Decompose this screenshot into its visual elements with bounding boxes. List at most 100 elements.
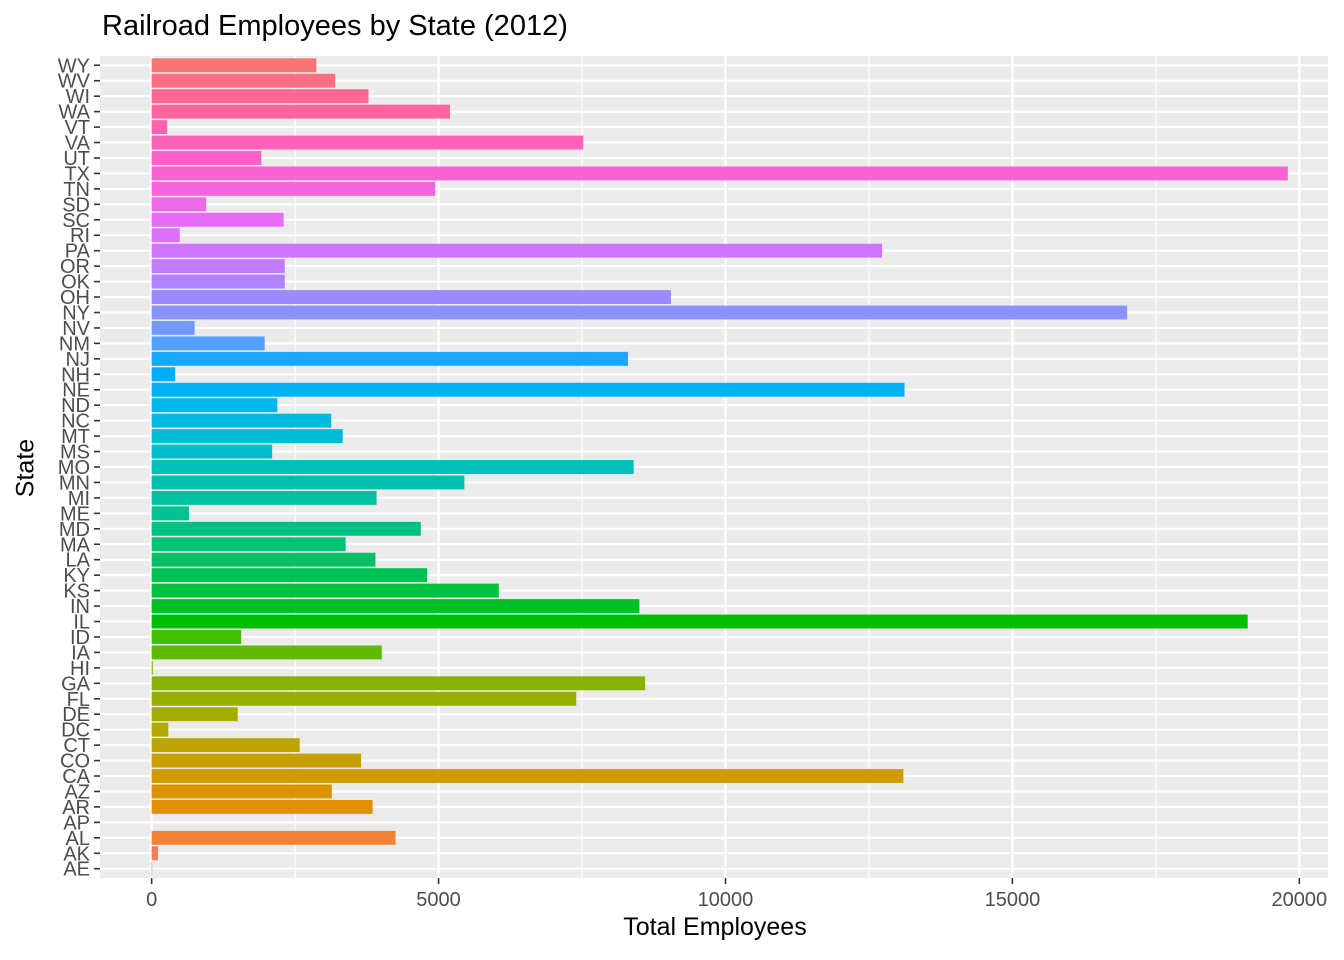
bar-nc [151, 413, 332, 428]
y-tick-label-il: IL [73, 612, 90, 634]
y-tick-label-ak: AK [63, 843, 90, 865]
bar-va [151, 135, 584, 150]
y-tick-label-nv: NV [62, 318, 90, 340]
bar-mi [151, 490, 377, 505]
bar-wa [151, 104, 451, 119]
y-tick-label-oh: OH [60, 287, 90, 309]
y-tick-label-nj: NJ [66, 349, 90, 371]
y-tick-label-sc: SC [62, 210, 90, 232]
y-tick-label-hi: HI [70, 658, 90, 680]
x-tick-label: 15000 [985, 889, 1041, 911]
y-tick-label-pa: PA [65, 241, 91, 263]
bar-md [151, 521, 421, 536]
bar-mn [151, 475, 465, 490]
y-tick-label-la: LA [66, 550, 91, 572]
y-tick-label-ok: OK [61, 272, 91, 294]
y-tick-label-ia: IA [71, 642, 91, 664]
bar-nh [151, 367, 176, 382]
bar-il [151, 614, 1248, 629]
y-tick-label-wa: WA [59, 102, 91, 124]
y-tick-label-al: AL [66, 828, 90, 850]
y-tick-label-fl: FL [67, 689, 90, 711]
y-tick-label-ks: KS [63, 581, 90, 603]
y-tick-label-ae: AE [63, 859, 90, 881]
x-tick-label: 20000 [1271, 889, 1327, 911]
y-tick-label-tn: TN [63, 179, 90, 201]
y-tick-label-me: ME [60, 503, 90, 525]
bar-ks [151, 583, 499, 598]
y-tick-label-wv: WV [58, 71, 91, 93]
bar-la [151, 552, 376, 567]
bar-nj [151, 351, 628, 366]
y-tick-label-mo: MO [58, 457, 90, 479]
x-axis-label: Total Employees [623, 913, 807, 941]
bar-mt [151, 429, 343, 444]
y-tick-label-wi: WI [66, 86, 90, 108]
y-tick-label-ar: AR [62, 797, 90, 819]
y-tick-label-sd: SD [62, 194, 90, 216]
bar-ct [151, 738, 300, 753]
y-axis-label: State [11, 438, 40, 498]
y-tick-label-az: AZ [64, 781, 90, 803]
bar-ne [151, 382, 905, 397]
chart-title: Railroad Employees by State (2012) [102, 10, 568, 42]
bar-ny [151, 305, 1128, 320]
bar-sd [151, 197, 207, 212]
y-tick-label-ne: NE [62, 380, 90, 402]
bar-ca [151, 769, 904, 783]
bar-az [151, 784, 332, 799]
bar-ar [151, 799, 373, 814]
y-tick-label-ga: GA [61, 673, 91, 695]
x-tick-label: 5000 [416, 889, 461, 911]
bar-ms [151, 444, 273, 459]
bar-tn [151, 181, 436, 196]
bar-ut [151, 151, 262, 165]
y-tick-label-nh: NH [61, 364, 90, 386]
y-tick-label-ct: CT [63, 735, 90, 757]
y-tick-label-mn: MN [59, 472, 90, 494]
y-tick-label-ut: UT [63, 148, 90, 170]
bar-wi [151, 89, 369, 104]
x-tick-label: 0 [146, 889, 157, 911]
bar-ak [151, 846, 158, 861]
y-tick-label-nd: ND [61, 395, 90, 417]
bar-ae [151, 861, 153, 876]
bar-id [151, 630, 242, 644]
bar-me [151, 506, 189, 521]
y-tick-label-ma: MA [60, 534, 91, 556]
bar-ma [151, 537, 346, 552]
bar-co [151, 753, 362, 768]
y-tick-label-wy: WY [58, 55, 90, 77]
bar-pa [151, 243, 883, 258]
bar-wv [151, 73, 336, 88]
bar-oh [151, 290, 671, 304]
y-tick-label-ap: AP [63, 812, 90, 834]
bar-ri [151, 228, 180, 243]
bar-or [151, 259, 285, 274]
y-tick-label-de: DE [62, 704, 90, 726]
axis-layer: AEAKALAPARAZCACOCTDCDEFLGAHIIAIDILINKSKY… [58, 55, 1327, 911]
bar-nm [151, 336, 265, 351]
bar-nv [151, 320, 195, 335]
y-tick-label-ca: CA [62, 766, 90, 788]
y-tick-label-vt: VT [64, 117, 90, 139]
y-tick-label-va: VA [65, 133, 91, 155]
bar-wy [151, 58, 317, 73]
bar-layer [151, 58, 1288, 876]
y-tick-label-tx: TX [64, 163, 90, 185]
y-tick-label-mi: MI [68, 488, 90, 510]
bar-vt [151, 120, 168, 135]
bar-hi [151, 660, 153, 675]
y-tick-label-md: MD [59, 519, 90, 541]
x-tick-label: 10000 [698, 889, 754, 911]
bar-de [151, 707, 238, 722]
y-tick-label-co: CO [60, 751, 90, 773]
bar-tx [151, 166, 1288, 181]
bar-al [151, 830, 396, 845]
y-tick-label-nm: NM [59, 333, 90, 355]
bar-sc [151, 212, 284, 227]
y-tick-label-id: ID [70, 627, 90, 649]
bar-ia [151, 645, 382, 660]
